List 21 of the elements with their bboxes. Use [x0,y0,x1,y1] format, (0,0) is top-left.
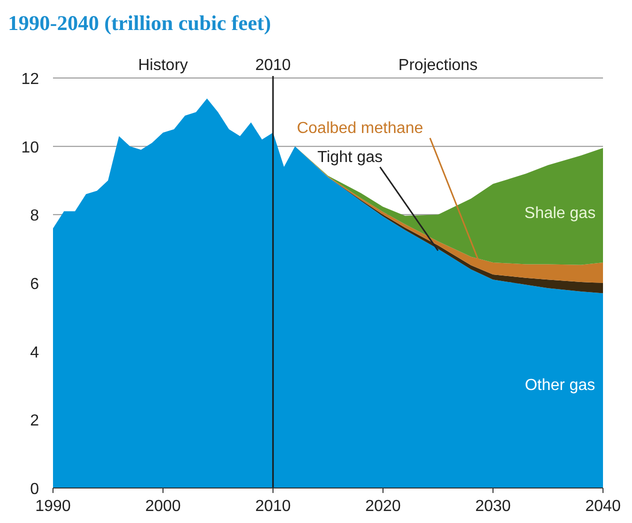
x-tick-label: 2020 [365,498,401,515]
y-tick-label: 12 [21,71,40,88]
series-label: Other gas [524,377,596,394]
series-label: Shale gas [524,205,596,222]
y-tick-label: 8 [30,208,40,225]
x-tick-label: 1990 [35,498,71,515]
text: Projections [398,57,478,74]
y-tick-label: 6 [30,276,40,293]
chart-title: 1990-2040 (trillion cubic feet) [8,11,272,35]
y-tick-label: 2 [30,412,40,430]
y-tick-label: 4 [30,344,40,362]
text: History [138,57,188,74]
x-tick-label: 2040 [585,498,621,515]
x-tick-label: 2000 [145,498,181,515]
series-label: Tight gas [317,149,383,166]
series-label: Coalbed methane [296,120,424,137]
x-tick-label: 2030 [475,498,511,515]
ref-line-label: 2010 [255,57,291,74]
y-tick-label: 0 [30,481,40,498]
y-tick-label: 10 [21,139,40,156]
x-tick-label: 2010 [255,498,291,515]
